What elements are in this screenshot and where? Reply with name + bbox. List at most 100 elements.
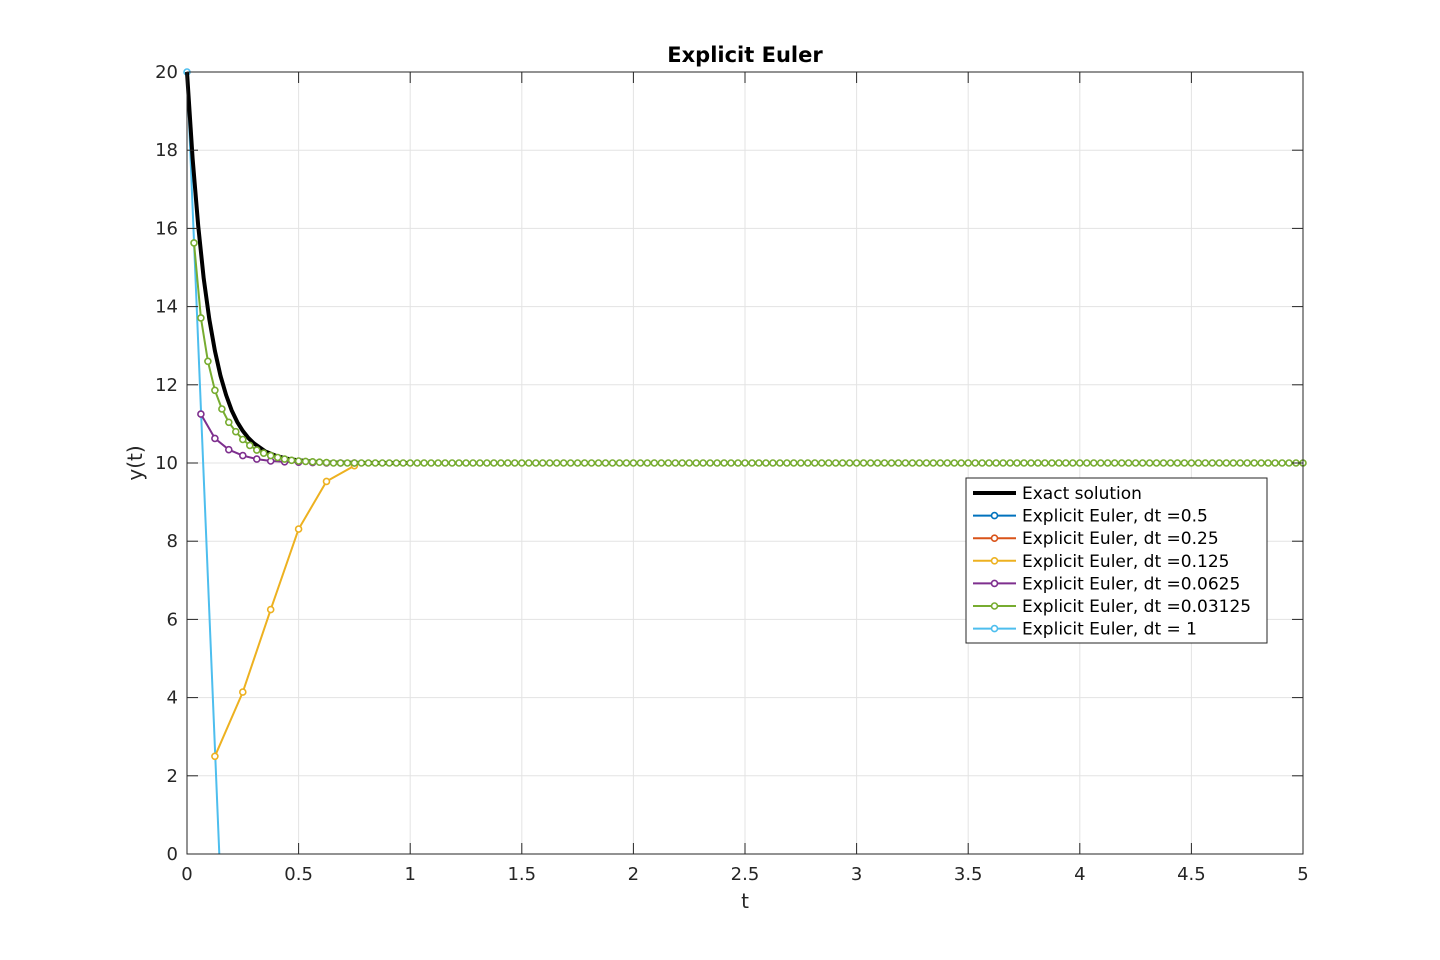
data-point [336, 459, 345, 467]
data-point [427, 459, 435, 467]
data-point [852, 459, 861, 467]
data-point [322, 477, 331, 486]
data-point [936, 459, 945, 467]
data-point [524, 459, 533, 467]
data-point [1083, 459, 1091, 467]
data-point [817, 459, 826, 467]
data-point [378, 459, 387, 467]
data-point [594, 459, 603, 467]
data-point [706, 459, 714, 467]
data-point [266, 605, 275, 614]
legend-item: Explicit Euler, dt =0.03125 [973, 597, 1251, 617]
data-point [1215, 459, 1224, 467]
data-point [789, 459, 798, 467]
data-point [810, 459, 819, 467]
series-line [213, 464, 355, 757]
data-point [629, 459, 638, 467]
data-point [197, 314, 205, 322]
data-point [462, 459, 470, 467]
y-tick-label: 8 [167, 531, 178, 552]
data-point [615, 459, 624, 467]
data-point [1250, 459, 1258, 467]
data-point [197, 410, 205, 418]
data-point [908, 459, 917, 467]
data-point [1264, 459, 1272, 467]
data-point [873, 459, 882, 467]
data-point [1124, 459, 1133, 467]
data-point [406, 459, 415, 467]
data-point [671, 459, 680, 467]
x-tick-label: 3 [851, 864, 862, 885]
data-point [329, 459, 338, 467]
data-point [978, 459, 986, 467]
y-tick-label: 10 [155, 453, 178, 474]
legend-item: Explicit Euler, dt =0.5 [973, 507, 1208, 527]
data-point [211, 434, 219, 443]
legend-label: Exact solution [1022, 484, 1142, 504]
data-point [1048, 459, 1056, 467]
legend-item: Explicit Euler, dt =0.125 [973, 552, 1229, 572]
data-point [545, 459, 554, 467]
data-point [225, 445, 233, 454]
y-tick-label: 18 [155, 140, 178, 161]
data-point [741, 459, 749, 467]
data-point [727, 459, 735, 467]
data-point [1069, 459, 1077, 467]
data-point [364, 459, 373, 467]
legend-marker [990, 624, 999, 633]
data-point [1278, 459, 1286, 467]
data-point [824, 459, 833, 467]
data-point [259, 449, 268, 458]
ticks [186, 71, 1304, 855]
data-point [455, 459, 463, 467]
data-point [280, 455, 289, 463]
data-point [664, 459, 673, 467]
data-point [239, 451, 247, 460]
data-point [225, 418, 233, 427]
chart-title: Explicit Euler [667, 43, 823, 67]
data-point [720, 459, 728, 467]
legend-item: Explicit Euler, dt = 1 [973, 620, 1197, 640]
data-point [252, 446, 261, 454]
data-point [580, 459, 589, 467]
x-tick-label: 1 [404, 864, 415, 885]
data-point [678, 459, 687, 467]
data-point [587, 459, 596, 467]
data-point [385, 459, 394, 467]
data-point [1257, 459, 1265, 467]
data-point [531, 459, 540, 467]
legend-box [965, 477, 1268, 644]
y-axis-label: y(t) [123, 445, 147, 480]
data-point [783, 459, 791, 467]
data-point [1062, 459, 1070, 467]
data-point [441, 459, 449, 467]
data-point [866, 459, 875, 467]
series-5 [190, 239, 1307, 467]
data-point [1145, 459, 1154, 467]
data-point [943, 459, 952, 467]
data-point [469, 459, 477, 467]
legend: Exact solution Explicit Euler, dt =0.5 Exp… [965, 477, 1268, 644]
data-point [1041, 459, 1049, 467]
data-point [1138, 459, 1147, 467]
x-axis-label: t [741, 889, 749, 913]
data-point [448, 459, 456, 467]
data-point [748, 459, 756, 467]
x-tick-label: 0 [181, 864, 192, 885]
data-point [503, 459, 512, 467]
data-point [1076, 459, 1084, 467]
data-point [1096, 459, 1105, 467]
data-point [636, 459, 645, 467]
data-point [1229, 459, 1238, 467]
data-point [999, 459, 1007, 467]
data-point [755, 459, 763, 467]
legend-marker [990, 511, 999, 520]
data-point [796, 459, 805, 467]
data-point [887, 459, 896, 467]
y-tick-label: 16 [155, 218, 178, 239]
data-point [1020, 459, 1028, 467]
data-point [1187, 459, 1196, 467]
data-point [294, 457, 303, 465]
data-point [510, 459, 519, 467]
